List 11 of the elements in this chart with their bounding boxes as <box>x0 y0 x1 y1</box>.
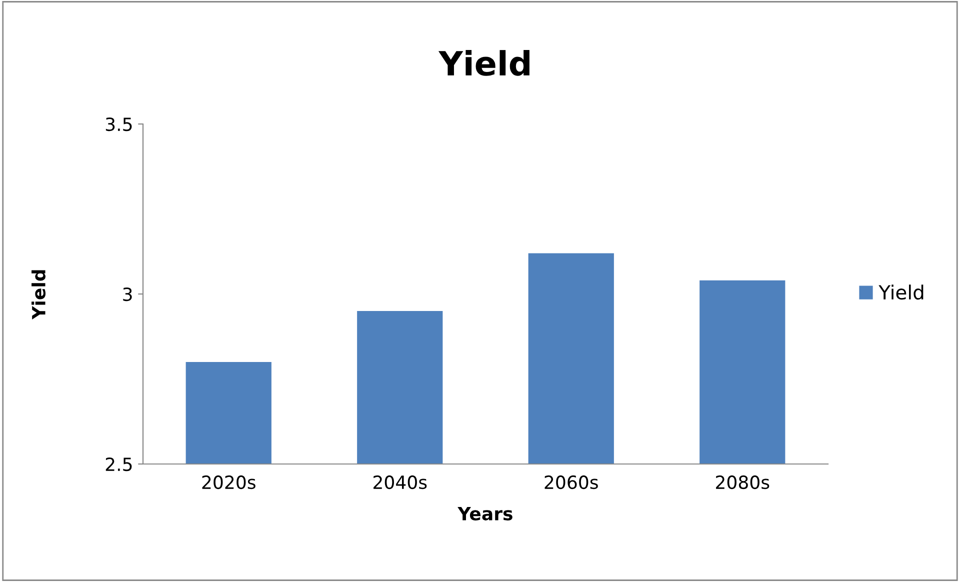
y-tick-label: 3 <box>123 287 132 302</box>
y-tick-label: 2.5 <box>106 457 132 472</box>
x-axis-title: Years <box>458 507 512 520</box>
x-tick-label: 2060s <box>544 475 598 490</box>
y-axis-title: Yield <box>32 270 46 320</box>
y-tick-label: 3.5 <box>106 117 132 132</box>
x-tick-label: 2080s <box>716 475 770 490</box>
chart-title: Yield <box>438 50 530 76</box>
x-tick-label: 2020s <box>202 475 256 490</box>
x-tick-label: 2040s <box>374 475 427 490</box>
legend-label: Yield <box>878 284 924 300</box>
